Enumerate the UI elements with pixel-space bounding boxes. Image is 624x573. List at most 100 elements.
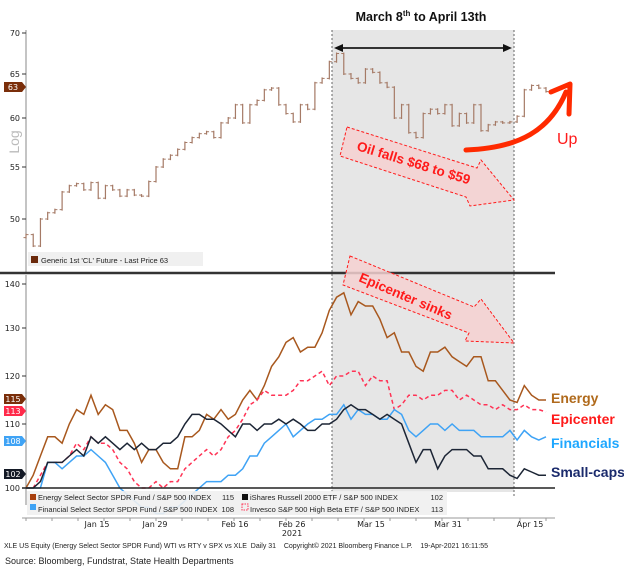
oil-price-bar	[240, 103, 246, 124]
oil-legend: Generic 1st 'CL' Future - Last Price 63	[28, 252, 203, 266]
oil-price-bar	[211, 130, 217, 139]
oil-price-bar	[167, 154, 173, 161]
legend-swatch-epicenter	[241, 503, 249, 511]
oil-price-bar	[305, 103, 311, 111]
oil-price-bar	[23, 233, 29, 239]
oil-price-bar	[88, 181, 94, 191]
oil-price-bar	[160, 158, 166, 168]
oil-price-bar	[131, 188, 137, 197]
oil-price-bar	[218, 121, 224, 139]
legend-label-financials: Financial Select Sector SPDR Fund / S&P …	[38, 505, 218, 514]
oil-price-bar	[290, 112, 296, 123]
rel-ytick-label: 120	[5, 372, 20, 381]
rel-legend: Energy Select Sector SPDR Fund / S&P 500…	[27, 491, 447, 515]
label-energy: Energy	[551, 390, 599, 406]
oil-price-bar	[247, 103, 253, 124]
oil-ytick-label: 65	[10, 70, 20, 79]
oil-price-bar	[456, 112, 462, 127]
oil-price-bar	[341, 52, 347, 75]
legend-value-smallcaps: 102	[430, 493, 443, 502]
legend-value-financials: 108	[221, 505, 234, 514]
label-epicenter: Epicenter	[551, 411, 615, 427]
up-label: Up	[557, 131, 578, 148]
oil-price-bar	[37, 218, 43, 248]
legend-swatch-financials	[30, 504, 36, 510]
svg-text:63: 63	[8, 83, 18, 92]
oil-price-bar	[153, 166, 159, 183]
oil-price-bar	[117, 188, 123, 198]
oil-price-bar	[370, 68, 376, 74]
xtick-label: Jan 15	[83, 520, 109, 529]
badge-epicenter: 113	[4, 406, 26, 416]
oil-legend-swatch	[31, 256, 38, 263]
legend-label-smallcaps: iShares Russell 2000 ETF / S&P 500 INDEX	[250, 493, 398, 502]
up-arrow-icon	[463, 81, 573, 153]
xtick-label: Feb 16	[222, 520, 249, 529]
oil-price-bar	[355, 77, 361, 84]
oil-price-bar	[399, 103, 405, 119]
oil-price-bar	[420, 112, 426, 139]
oil-price-bar	[543, 87, 549, 93]
oil-price-bar	[81, 182, 87, 191]
oil-price-bar	[464, 112, 470, 124]
oil-price-bar	[435, 108, 441, 115]
oil-price-bar	[297, 103, 303, 123]
oil-price-bar	[110, 184, 116, 191]
label-smallcaps: Small-caps	[551, 464, 624, 480]
oil-ytick-label: 50	[10, 215, 20, 224]
oil-last-badge: 63	[4, 82, 26, 92]
oil-price-bar	[449, 103, 455, 127]
oil-price-bar	[139, 194, 145, 198]
oil-price-bar	[319, 77, 325, 84]
epicenter-sinks-arrow: Epicenter sinks	[342, 255, 516, 344]
oil-price-bar	[391, 86, 397, 119]
oil-price-bar	[276, 87, 282, 106]
svg-text:Generic 1st 'CL' Future - Last: Generic 1st 'CL' Future - Last Price 63	[41, 256, 168, 265]
oil-price-bar	[30, 233, 36, 248]
oil-price-bar	[204, 130, 210, 135]
source-line: Source: Bloomberg, Fundstrat, State Heal…	[5, 556, 234, 566]
oil-price-bar	[225, 117, 231, 124]
xtick-label: Mar 31	[434, 520, 462, 529]
oil-price-bar	[413, 131, 419, 139]
xtick-label: Mar 15	[357, 520, 385, 529]
oil-price-bar	[261, 88, 267, 102]
oil-price-bar	[312, 81, 318, 111]
oil-price-bar	[175, 148, 181, 157]
oil-price-bar	[102, 184, 108, 200]
oil-price-bar	[427, 108, 433, 115]
legend-swatch-smallcaps	[242, 494, 248, 500]
oil-price-bar	[348, 73, 354, 80]
legend-label-epicenter: Invesco S&P 500 High Beta ETF / S&P 500 …	[250, 505, 419, 514]
bloomberg-footer: XLE US Equity (Energy Select Sector SPDR…	[4, 542, 488, 550]
period-double-arrow	[334, 44, 512, 52]
xtick-label: Jan 29	[141, 520, 167, 529]
oil-price-bar	[442, 103, 448, 115]
svg-text:108: 108	[5, 437, 20, 446]
oil-price-bar	[334, 52, 340, 63]
oil-ytick-label: 60	[10, 114, 20, 123]
oil-price-bar	[485, 123, 491, 132]
xtick-label: Apr 15	[517, 520, 544, 529]
oil-price-bar	[269, 87, 275, 91]
oil-price-bar	[74, 182, 80, 187]
period-title: March 8th to April 13th	[356, 9, 487, 24]
svg-text:115: 115	[5, 395, 20, 404]
rel-ytick-label: 110	[5, 420, 20, 429]
epicenter-line	[26, 370, 547, 490]
legend-label-energy: Energy Select Sector SPDR Fund / S&P 500…	[38, 493, 211, 502]
oil-price-bar	[478, 103, 484, 132]
badge-energy: 115	[4, 394, 26, 404]
badge-financials: 108	[4, 436, 26, 446]
svg-text:113: 113	[5, 407, 20, 416]
oil-price-bar	[124, 188, 130, 198]
legend-value-epicenter: 113	[431, 505, 443, 514]
smallcaps-line	[26, 403, 546, 489]
energy-line	[25, 291, 546, 489]
svg-text:102: 102	[5, 470, 20, 479]
log-axis-label: Log	[6, 130, 22, 153]
oil-price-bar	[283, 103, 289, 115]
oil-price-bar	[326, 60, 332, 80]
oil-price-bar	[196, 132, 202, 139]
